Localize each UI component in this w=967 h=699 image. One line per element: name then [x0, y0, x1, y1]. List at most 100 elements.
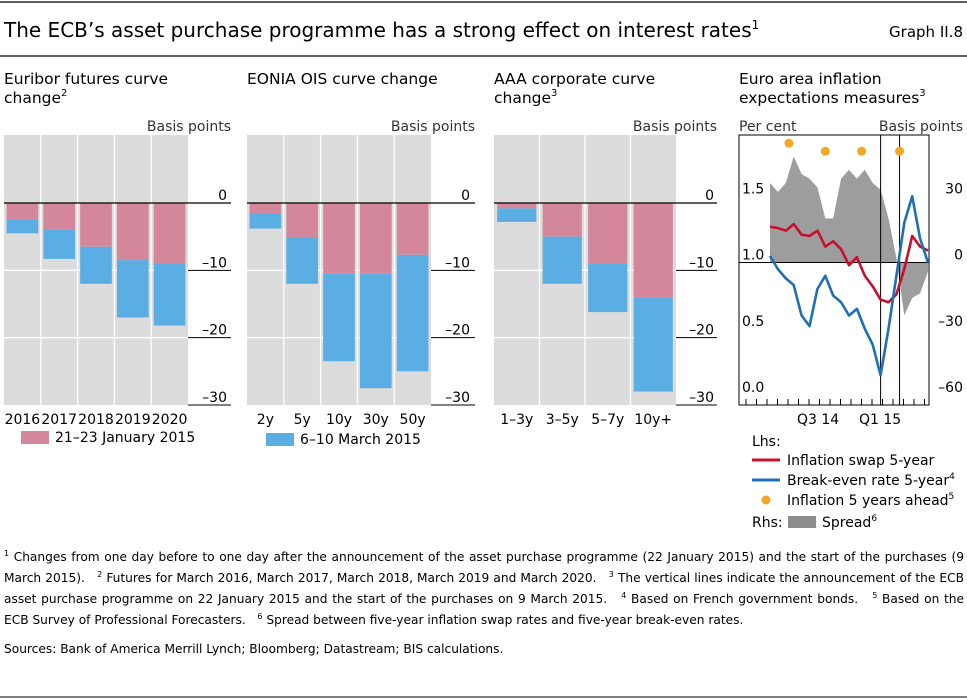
x-tick-label: 2y: [257, 412, 274, 428]
bar-mar-2015: [43, 229, 76, 259]
bar-panel-2: EONIA OIS curve change Basis points 0 –10 –2…: [247, 70, 475, 428]
sources-note: Sources: Bank of America Merrill Lynch; …: [4, 642, 504, 656]
footnote-text: Based on the ECB Survey of Professional …: [4, 592, 964, 627]
bar-jan-2015: [323, 203, 355, 274]
legend-lhs-label: Lhs:: [752, 434, 781, 450]
x-tick-label: 50y: [400, 412, 426, 428]
bar-jan-2015: [80, 203, 112, 247]
right-axis-unit: Basis points: [879, 119, 963, 135]
y-tick-label-right: –30: [938, 314, 963, 330]
legend-label: 21–23 January 2015: [55, 430, 195, 446]
y-tick-label: 0: [461, 188, 470, 204]
legend-swatch: [266, 433, 294, 446]
y-tick-label: –10: [689, 255, 714, 271]
bar-jan-2015: [116, 203, 149, 261]
footnote-text: Changes from one day before to one day a…: [4, 550, 964, 585]
bar-mar-2015: [542, 236, 582, 284]
footnote-marker: 1: [4, 549, 10, 558]
breakeven-line: [768, 194, 930, 377]
footnote-text: Spread between five-year inflation swap …: [262, 613, 744, 627]
bar-mar-2015: [116, 260, 149, 318]
footnote-marker: 5: [872, 591, 878, 600]
x-tick-label: 2018: [78, 412, 114, 428]
survey-point: [784, 138, 794, 148]
spread-area: [770, 156, 928, 316]
panel-title-line: Euribor futures curve: [4, 70, 168, 88]
bar-jan-2015: [6, 203, 39, 220]
footnote-text: Based on French government bonds.: [626, 592, 873, 606]
panel-title-line: EONIA OIS curve change: [247, 70, 438, 88]
y-axis-unit: Basis points: [147, 119, 231, 135]
y-tick-label-left: 1.0: [742, 248, 764, 264]
bar-mar-2015: [633, 297, 673, 392]
y-tick-label: –30: [202, 390, 227, 406]
legend-item-label: Inflation swap 5-year: [787, 453, 935, 469]
x-tick-label: 10y+: [634, 412, 672, 428]
footnote-marker: 4: [621, 591, 627, 600]
bar-mar-2015: [6, 219, 39, 234]
legend-box-swatch: [788, 516, 816, 528]
footnote-marker: 3: [608, 570, 614, 579]
y-tick-label-left: 1.5: [742, 181, 764, 197]
y-tick-label-left: 0.5: [742, 314, 764, 330]
y-tick-label: –10: [202, 255, 227, 271]
x-tick-label: 30y: [363, 412, 389, 428]
y-tick-label: 0: [218, 188, 227, 204]
bar-jan-2015: [396, 203, 429, 255]
bar-mar-2015: [359, 273, 392, 389]
bar-jan-2015: [359, 203, 392, 274]
x-tick-label: 2017: [41, 412, 77, 428]
x-tick-label: 10y: [326, 412, 352, 428]
panel-title-line: expectations measures3: [739, 88, 926, 107]
y-axis-unit: Basis points: [391, 119, 475, 135]
bar-jan-2015: [286, 203, 319, 239]
legend-item-label: Inflation 5 years ahead5: [787, 492, 954, 509]
bar-mar-2015: [153, 263, 186, 326]
bar-mar-2015: [80, 246, 112, 284]
bar-jan-2015: [249, 203, 282, 214]
legend-rhs-label: Rhs:: [752, 515, 783, 531]
x-tick-label: 5y: [294, 412, 311, 428]
footnote-marker: 2: [97, 570, 103, 579]
bar-jan-2015: [497, 203, 537, 209]
panel-title-line: AAA corporate curve: [494, 70, 655, 88]
inflation-swap-line: [769, 222, 929, 304]
footnote-text: Futures for March 2016, March 2017, Marc…: [102, 571, 609, 585]
y-tick-label: –20: [689, 323, 714, 339]
panel-title-line: change3: [494, 88, 557, 107]
bar-mar-2015: [497, 208, 537, 222]
footnote-marker: 6: [257, 612, 263, 621]
left-axis-unit: Per cent: [739, 119, 797, 135]
x-tick-label: Q1 15: [859, 412, 901, 428]
bar-jan-2015: [633, 203, 673, 298]
bar-jan-2015: [43, 203, 76, 230]
bar-mar-2015: [396, 254, 429, 372]
y-tick-label: –10: [445, 255, 470, 271]
y-tick-label: –30: [689, 390, 714, 406]
bar-jan-2015: [588, 203, 628, 264]
bar-mar-2015: [286, 238, 319, 284]
survey-point: [895, 146, 905, 156]
panel-title-line: change2: [4, 88, 67, 107]
y-tick-label-right: 0: [954, 248, 963, 264]
x-tick-label: 1–3y: [500, 412, 533, 428]
legend-label: 6–10 March 2015: [300, 432, 421, 448]
footnote-text: The vertical lines indicate the announce…: [4, 571, 964, 606]
legend-item-label: Spread6: [822, 514, 877, 531]
y-tick-label: 0: [705, 188, 714, 204]
bar-mar-2015: [249, 213, 282, 229]
bar-mar-2015: [588, 263, 628, 313]
y-tick-label-left: 0.0: [742, 380, 764, 396]
x-tick-label: Q3 14: [797, 412, 839, 428]
y-tick-label-right: –60: [938, 380, 963, 396]
figure-title: The ECB’s asset purchase programme has a…: [3, 18, 759, 42]
y-tick-label: –30: [445, 390, 470, 406]
legend-swatch: [21, 431, 49, 444]
legend-dot-swatch: [761, 495, 771, 505]
legend-item-label: Break-even rate 5-year4: [787, 472, 955, 489]
survey-point: [857, 146, 867, 156]
